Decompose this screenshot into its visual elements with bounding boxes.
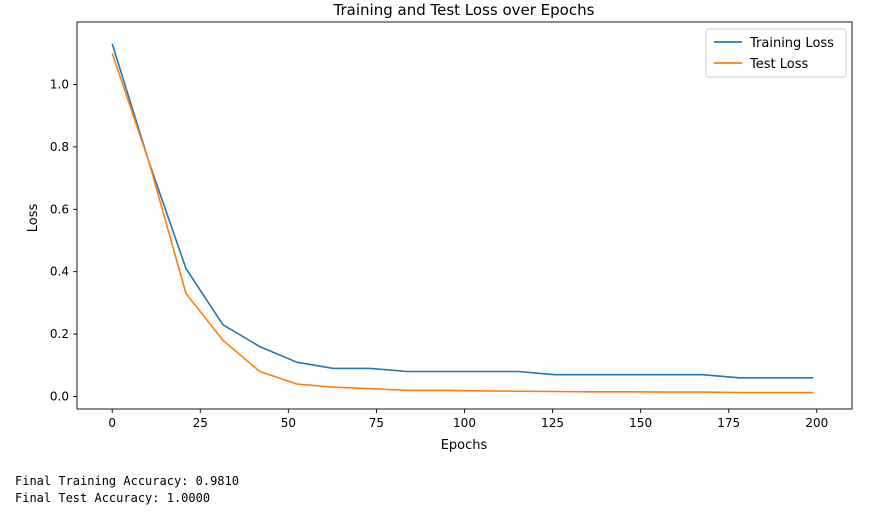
loss-chart: Training and Test Loss over Epochs 0 25 50… bbox=[26, 1, 853, 453]
final-test-accuracy: Final Test Accuracy: 1.0000 bbox=[15, 491, 211, 505]
legend-label-training-loss: Training Loss bbox=[749, 36, 834, 51]
x-tick-label: 150 bbox=[629, 416, 652, 430]
y-tick-label: 0.2 bbox=[50, 327, 69, 341]
x-tick-label: 125 bbox=[541, 416, 564, 430]
legend-label-test-loss: Test Loss bbox=[749, 57, 808, 72]
y-tick-label: 0.6 bbox=[50, 202, 69, 216]
x-tick-label: 0 bbox=[108, 416, 116, 430]
legend-box bbox=[705, 28, 847, 78]
series-line-training-loss bbox=[111, 43, 814, 379]
x-tick-label: 50 bbox=[281, 416, 296, 430]
x-tick-label: 100 bbox=[453, 416, 476, 430]
x-axis-label: Epochs bbox=[441, 438, 488, 453]
final-training-accuracy: Final Training Accuracy: 0.9810 bbox=[15, 474, 239, 488]
legend: Training Loss Test Loss bbox=[705, 28, 847, 78]
x-tick-label: 200 bbox=[805, 416, 828, 430]
y-tick-label: 0.4 bbox=[50, 265, 69, 279]
y-tick-label: 1.0 bbox=[50, 77, 69, 91]
x-tick-label: 25 bbox=[193, 416, 208, 430]
series-line-test-loss bbox=[111, 52, 814, 394]
y-tick-label: 0.8 bbox=[50, 140, 69, 154]
axes-frame bbox=[76, 21, 853, 410]
x-tick-label: 175 bbox=[717, 416, 740, 430]
y-tick-label: 0.0 bbox=[50, 390, 69, 404]
y-axis-label: Loss bbox=[26, 204, 41, 233]
plot-area: 0 25 50 75 100 125 150 175 200 0.0 0.2 0.4 0.6 0.8 1.0 bbox=[50, 21, 853, 430]
chart-title: Training and Test Loss over Epochs bbox=[333, 1, 595, 19]
x-tick-label: 75 bbox=[369, 416, 384, 430]
